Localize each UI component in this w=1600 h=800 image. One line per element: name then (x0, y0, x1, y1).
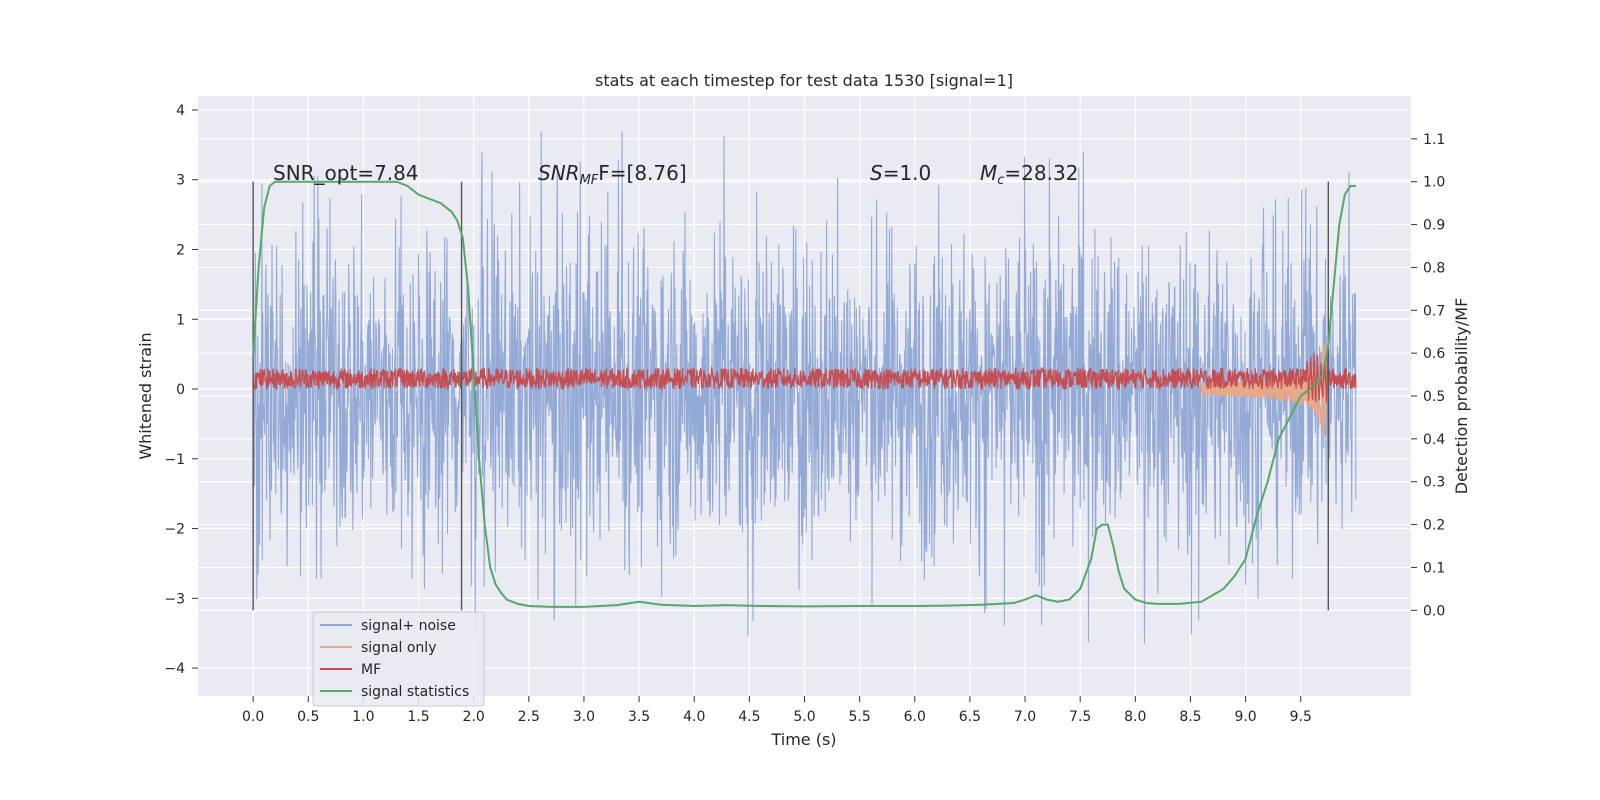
y-right-tick-label: 0.4 (1423, 432, 1445, 448)
y-tick-label: −2 (164, 522, 185, 538)
x-tick-label: 8.5 (1179, 709, 1201, 725)
annotation-mc-value: =28.32 (1004, 161, 1078, 185)
line-signal-statistics (252, 180, 1356, 608)
x-tick-label: 2.5 (518, 709, 540, 725)
annotation-snr-mf-label: SNR (538, 161, 580, 185)
legend-label-mf: MF (361, 662, 381, 678)
x-tick-label: 3.0 (573, 709, 595, 725)
x-tick-label: 1.5 (407, 709, 429, 725)
y-right-tick-label: 0.7 (1423, 303, 1445, 319)
series-signal-plus-noise (252, 131, 1357, 644)
x-tick-label: 7.5 (1069, 709, 1091, 725)
annotation-snr-mf-value: F=[8.76] (598, 161, 686, 185)
annotation-snr-opt: SNR_opt=7.84 (273, 161, 419, 185)
y-right-tick-label: 0.2 (1423, 518, 1445, 534)
annotation-mc-sub: c (997, 173, 1004, 188)
series-mf (252, 352, 1357, 403)
annotation-mc: Mc=28.32 (980, 161, 1078, 188)
y-right-tick-label: 1.1 (1423, 132, 1445, 148)
y-right-tick-label: 1.0 (1423, 175, 1445, 191)
x-axis-label: Time (s) (770, 730, 836, 749)
x-tick-label: 4.0 (683, 709, 705, 725)
series-signal-only (1200, 341, 1327, 436)
y-right-tick-label: 0.1 (1423, 560, 1445, 576)
y-tick-label: 1 (176, 312, 185, 328)
line-signal-only (1200, 341, 1327, 436)
x-tick-label: 4.5 (738, 709, 760, 725)
annotation-snr-mf: SNRMFF=[8.76] (538, 161, 687, 188)
x-tick-label: 9.5 (1290, 709, 1312, 725)
x-tick-label: 0.0 (242, 709, 264, 725)
y-right-tick-label: 0.0 (1423, 603, 1445, 619)
legend-label-signal-statistics: signal statistics (361, 684, 469, 700)
x-tick-label: 6.0 (904, 709, 926, 725)
x-tick-label: 0.5 (297, 709, 319, 725)
x-tick-label: 2.0 (463, 709, 485, 725)
legend-label-signal-only: signal only (361, 640, 436, 656)
annotation-snr-mf-sub: MF (580, 173, 599, 188)
y-right-tick-label: 0.8 (1423, 260, 1445, 276)
y-axis-label: Whitened strain (136, 332, 155, 459)
x-tick-label: 3.5 (628, 709, 650, 725)
y-right-tick-label: 0.9 (1423, 218, 1445, 234)
x-tick-label: 9.0 (1234, 709, 1256, 725)
legend-label-signal-plus-noise: signal+ noise (361, 618, 456, 634)
y-tick-label: 2 (176, 242, 185, 258)
x-tick-label: 7.0 (1014, 709, 1036, 725)
line-mf (252, 352, 1357, 403)
y-right-tick-label: 0.3 (1423, 475, 1445, 491)
y-tick-label: −3 (164, 591, 185, 607)
series-signal-statistics (252, 180, 1356, 608)
ticks: 0.0 0.5 1.0 1.5 2.0 2.5 3.0 3.5 4.0 4.5 5.0 5.5 6.0 6… (164, 103, 1445, 725)
annotation-s: S=1.0 (870, 161, 931, 185)
y-tick-label: 0 (176, 382, 185, 398)
vertical-markers (252, 181, 1329, 611)
line-signal-plus-noise (252, 131, 1357, 644)
legend: signal+ noise signal only MF signal stat… (312, 611, 485, 707)
x-tick-label: 6.5 (959, 709, 981, 725)
y-axis-label-right: Detection probability/MF (1452, 298, 1471, 495)
legend-box (312, 611, 485, 707)
y-tick-label: 3 (176, 173, 185, 189)
y-tick-label: −4 (164, 661, 185, 677)
annotation-s-label: S (870, 161, 883, 185)
chart-title: stats at each timestep for test data 153… (595, 71, 1013, 90)
y-tick-label: −1 (164, 452, 185, 468)
y-right-tick-label: 0.6 (1423, 346, 1445, 362)
y-tick-label: 4 (176, 103, 185, 119)
y-right-tick-label: 0.5 (1423, 389, 1445, 405)
annotation-mc-label: M (980, 161, 997, 185)
x-tick-label: 8.0 (1124, 709, 1146, 725)
annotation-s-value: =1.0 (883, 161, 932, 185)
x-tick-label: 5.0 (793, 709, 815, 725)
x-tick-label: 1.0 (352, 709, 374, 725)
x-tick-label: 5.5 (849, 709, 871, 725)
